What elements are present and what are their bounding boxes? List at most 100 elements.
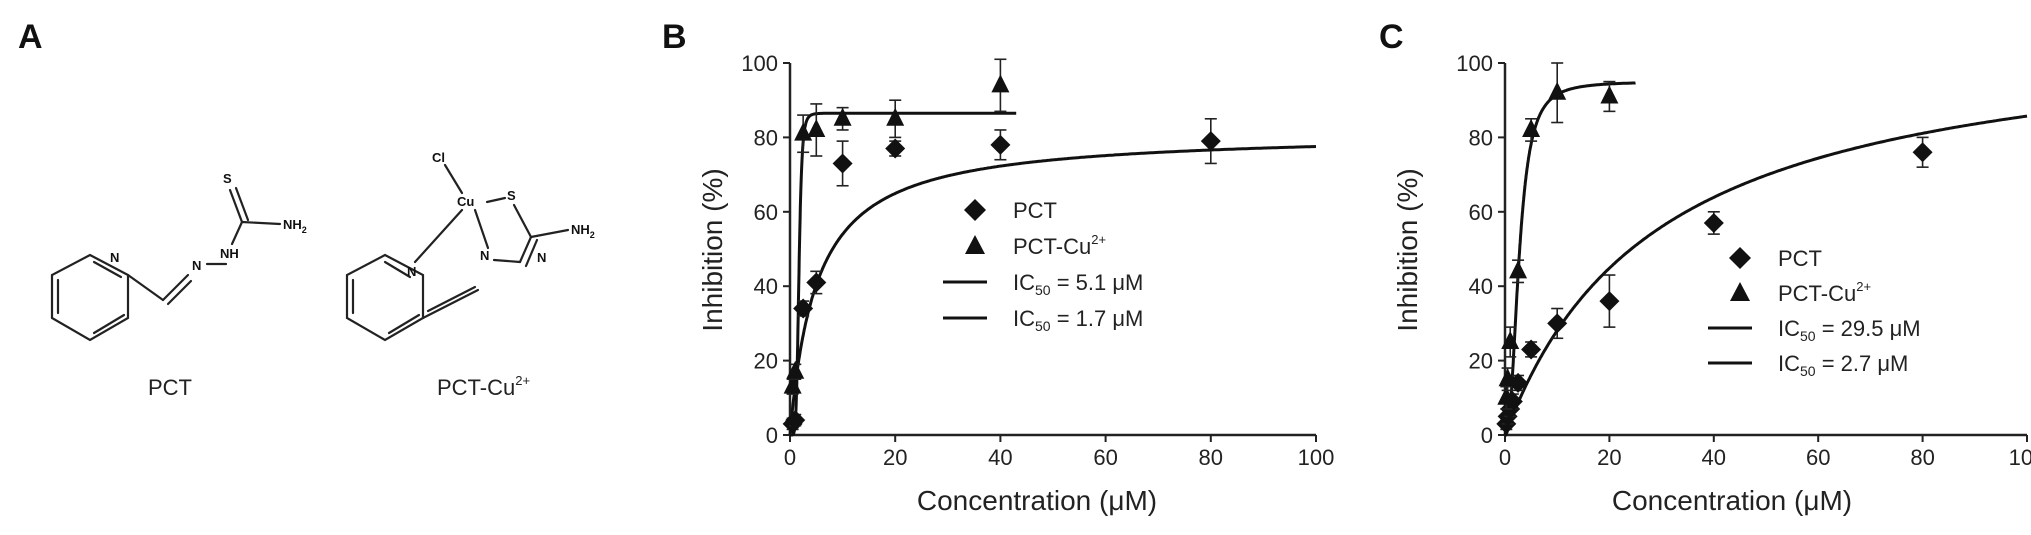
triangle-point [786, 360, 805, 379]
atom-n: N [480, 248, 489, 263]
triangle-point [1501, 331, 1520, 349]
pct-label: PCT [148, 375, 192, 400]
atom-n: N [192, 258, 201, 273]
legend: PCT PCT-Cu2+ IC50 = 29.5 μM IC50 = 2.7 μM [1708, 246, 1921, 379]
chain-bond [161, 273, 190, 302]
diamond-point [990, 134, 1011, 155]
panel-letter-b: B [662, 18, 687, 56]
diamond-point [1599, 291, 1620, 312]
x-axis-title: Concentration (μM) [1612, 485, 1852, 516]
legend-label: IC50 = 5.1 μM [1013, 270, 1143, 298]
y-tick-label: 20 [754, 349, 778, 374]
y-tick-label: 80 [754, 125, 778, 150]
x-tick-label: 20 [883, 445, 907, 470]
diamond-point [785, 410, 806, 431]
triangle-point [1600, 85, 1619, 104]
y-tick-label: 0 [1481, 423, 1493, 448]
x-tick-label: 80 [1910, 445, 1934, 470]
legend-label: PCT [1013, 198, 1057, 223]
triangle-point [1522, 118, 1541, 137]
atom-nh: NH [220, 246, 239, 261]
y-tick-label: 20 [1469, 349, 1493, 374]
legend-label: PCT-Cu2+ [1013, 232, 1106, 259]
diamond-point [806, 272, 827, 293]
cu-cl-bond [443, 163, 464, 195]
ring-double-bond [383, 260, 412, 279]
y-axis-title: Inhibition (%) [1392, 168, 1423, 331]
y-tick-label: 80 [1469, 125, 1493, 150]
legend-triangle-marker [965, 235, 985, 254]
x-tick-label: 0 [1499, 445, 1511, 470]
y-tick-label: 60 [754, 200, 778, 225]
triangle-point [833, 107, 852, 126]
y-tick-label: 40 [1469, 274, 1493, 299]
fit-curve [1503, 114, 2028, 436]
cs-double-bond [234, 186, 250, 222]
atom-s: S [507, 188, 516, 203]
cn-bond [529, 228, 570, 239]
chain-bond [230, 220, 244, 246]
panel-b: B Inhibition (%) Concentration (μM) 0 20 4… [662, 18, 1334, 516]
diamond-point [1912, 142, 1933, 163]
legend-label: PCT-Cu2+ [1778, 279, 1871, 306]
cn-bond [240, 220, 282, 226]
chain-bond [126, 273, 165, 302]
y-tick-label: 0 [766, 423, 778, 448]
pct-cu-label: PCT-Cu2+ [437, 373, 530, 400]
x-tick-label: 100 [1298, 445, 1335, 470]
atom-nh2: NH2 [283, 217, 307, 235]
triangle-point [1509, 260, 1528, 279]
diamond-point [1200, 131, 1221, 152]
plot-area-b: 0 20 40 60 80 100 0 20 40 60 80 100 PCT PCT-Cu2+ IC50 … [741, 51, 1334, 470]
legend-label: IC50 = 2.7 μM [1778, 351, 1908, 379]
legend-label: IC50 = 29.5 μM [1778, 316, 1921, 344]
legend-label: PCT [1778, 246, 1822, 271]
diamond-point [1547, 313, 1568, 334]
panel-letter-a: A [18, 18, 43, 56]
diamond-point [1703, 212, 1724, 233]
pyridine-ring [345, 253, 425, 342]
y-tick-label: 100 [741, 51, 778, 76]
x-tick-label: 80 [1199, 445, 1223, 470]
atom-n: N [537, 250, 546, 265]
y-axis-title: Inhibition (%) [697, 168, 728, 331]
cu-s-bond [485, 196, 507, 204]
x-tick-label: 60 [1806, 445, 1830, 470]
plot-area-c: 0 20 40 60 80 100 0 20 40 60 80 100 PCT PCT-Cu2+ IC50 … [1456, 51, 2031, 470]
triangle-point [1498, 368, 1517, 387]
chain-double-bond [426, 285, 477, 313]
panel-letter-c: C [1379, 18, 1404, 56]
legend-diamond-marker [1729, 247, 1751, 269]
triangle-point [1497, 386, 1516, 405]
chain-double-bond [166, 279, 193, 306]
y-tick-label: 40 [754, 274, 778, 299]
cs-bond [228, 188, 244, 224]
legend-label: IC50 = 1.7 μM [1013, 306, 1143, 334]
atom-n: N [407, 264, 416, 279]
x-tick-label: 40 [1702, 445, 1726, 470]
panel-a: A N N NH S NH2 PCT [18, 18, 595, 400]
atom-nh2: NH2 [571, 222, 595, 240]
x-tick-label: 100 [2009, 445, 2031, 470]
x-tick-label: 0 [784, 445, 796, 470]
ring-double-bond [92, 260, 123, 279]
cu-n-bond [473, 208, 490, 250]
x-tick-label: 20 [1597, 445, 1621, 470]
legend-diamond-marker [964, 199, 986, 221]
legend-triangle-marker [1730, 282, 1750, 301]
diamond-point [793, 298, 814, 319]
cu-npy-bond [413, 208, 464, 264]
fit-curve [788, 145, 1317, 435]
legend: PCT PCT-Cu2+ IC50 = 5.1 μM IC50 = 1.7 μM [943, 198, 1143, 334]
triangle-point [1548, 81, 1567, 100]
ring-double-bond [387, 313, 421, 335]
pct-cu-structure: N N N S Cu Cl NH2 PCT-Cu2+ [345, 150, 595, 400]
chain-bond [518, 235, 533, 264]
chain-bond [492, 258, 522, 264]
y-tick-label: 100 [1456, 51, 1493, 76]
triangle-point [886, 107, 905, 126]
y-tick-label: 60 [1469, 200, 1493, 225]
atom-cu: Cu [457, 194, 474, 209]
triangle-point [991, 74, 1010, 93]
